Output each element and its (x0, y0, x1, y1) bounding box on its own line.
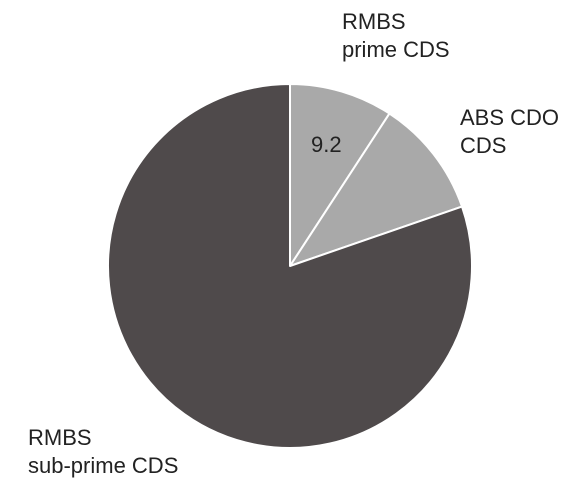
pie-slices (107, 83, 473, 449)
slice-label-line: RMBS (342, 9, 406, 34)
slice-label-line: CDS (460, 133, 507, 158)
pie-value-label-0: 9.2 (311, 132, 342, 157)
slice-label-line: ABS CDO (460, 105, 560, 130)
slice-label-line: prime CDS (342, 37, 450, 62)
pie-slice-2 (107, 83, 473, 449)
pie-slice-1 (289, 112, 463, 267)
slice-label-line: RMBS (28, 425, 92, 450)
slice-label-abs-cdo-cds: ABS CDO CDS (460, 104, 559, 160)
slice-label-rmbs-sub-prime-cds: RMBS sub-prime CDS (28, 424, 178, 480)
slice-label-line: sub-prime CDS (28, 453, 179, 478)
slice-label-rmbs-prime-cds: RMBS prime CDS (342, 8, 450, 64)
pie-slice-0 (289, 83, 391, 267)
pie-value-labels: 9.2 (311, 132, 342, 157)
